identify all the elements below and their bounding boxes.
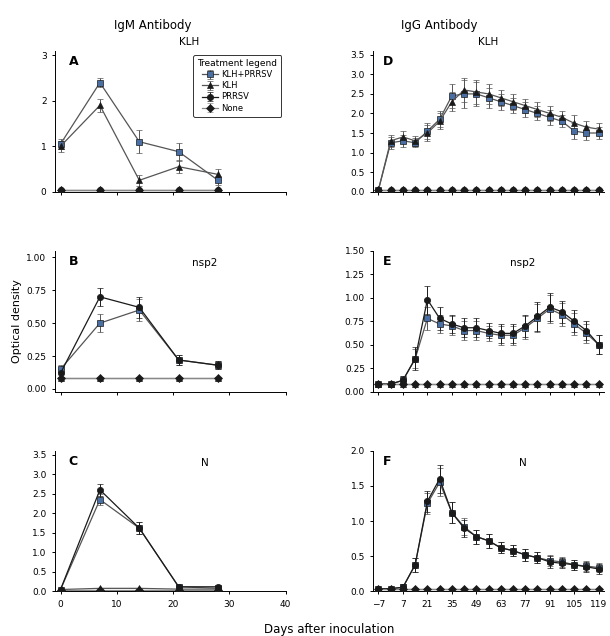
Text: F: F — [382, 455, 391, 468]
Text: Days after inoculation: Days after inoculation — [264, 623, 395, 636]
Text: KLH: KLH — [179, 37, 199, 46]
Text: A: A — [69, 55, 78, 68]
Text: D: D — [382, 55, 393, 68]
Y-axis label: Optical density: Optical density — [12, 279, 23, 363]
Text: N: N — [519, 458, 527, 467]
Text: C: C — [69, 455, 78, 468]
Text: E: E — [382, 255, 391, 268]
Text: B: B — [69, 255, 78, 268]
Text: nsp2: nsp2 — [192, 258, 218, 268]
Text: IgG Antibody: IgG Antibody — [401, 18, 478, 32]
Text: KLH: KLH — [478, 37, 499, 46]
Legend: KLH+PRRSV, KLH, PRRSV, None: KLH+PRRSV, KLH, PRRSV, None — [193, 55, 281, 117]
Text: IgM Antibody: IgM Antibody — [113, 18, 192, 32]
Text: nsp2: nsp2 — [511, 258, 536, 268]
Text: N: N — [201, 458, 209, 467]
